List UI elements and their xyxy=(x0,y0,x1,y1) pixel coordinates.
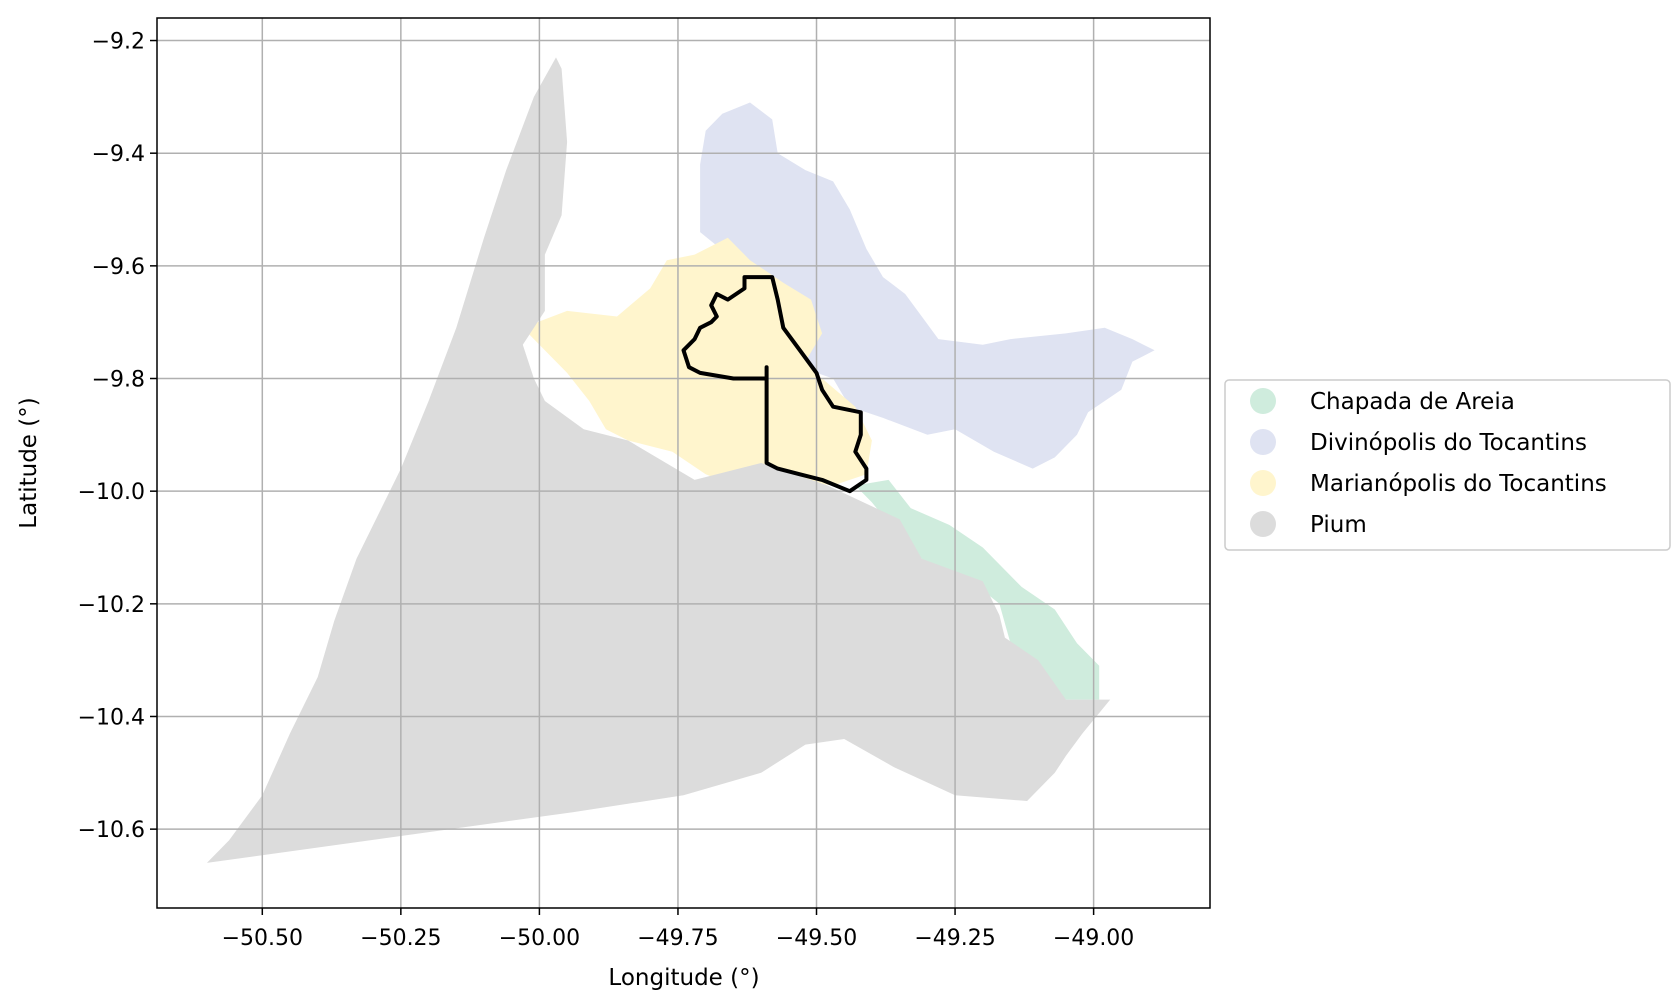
x-axis-ticks: −50.50 −50.25 −50.00 −49.75 −49.50 −49.25 −49.… xyxy=(222,908,1134,951)
y-tick-label: −9.6 xyxy=(92,255,145,280)
y-tick-label: −10.6 xyxy=(78,818,145,843)
legend-items: Chapada de Areia Divinópolis do Tocantins… xyxy=(1250,388,1607,538)
x-tick-label: −50.25 xyxy=(360,926,441,951)
legend-label-marianopolis-do-tocantins: Marianópolis do Tocantins xyxy=(1310,471,1607,497)
legend: Chapada de Areia Divinópolis do Tocantins… xyxy=(1224,379,1671,551)
legend-marker-marianopolis-do-tocantins xyxy=(1250,470,1276,496)
x-tick-label: −49.75 xyxy=(637,926,718,951)
region-pium xyxy=(206,57,1111,863)
region-polygons xyxy=(206,57,1155,863)
legend-label-divinopolis-do-tocantins: Divinópolis do Tocantins xyxy=(1310,430,1587,456)
y-axis-ticks: −9.2 −9.4 −9.6 −9.8 −10.0 −10.2 −10.4 −10.6 xyxy=(78,30,157,843)
x-tick-label: −49.00 xyxy=(1053,926,1134,951)
y-tick-label: −9.2 xyxy=(92,30,145,55)
highlight-outline-layer xyxy=(681,275,869,494)
region-divinopolis-do-tocantins xyxy=(700,102,1155,469)
legend-label-chapada-de-areia: Chapada de Areia xyxy=(1310,389,1515,415)
region-marianopolis-do-tocantins xyxy=(522,237,872,486)
y-tick-label: −10.4 xyxy=(78,705,145,730)
legend-marker-chapada-de-areia xyxy=(1250,388,1276,414)
region-chapada-de-areia xyxy=(855,479,1100,700)
x-tick-label: −50.50 xyxy=(222,926,303,951)
y-tick-label: −10.2 xyxy=(78,593,145,618)
y-axis-label: Latitude (°) xyxy=(16,397,42,528)
legend-label-pium: Pium xyxy=(1310,512,1367,538)
highlight-outline xyxy=(681,275,869,494)
x-axis-label: Longitude (°) xyxy=(608,965,759,991)
plot-frame xyxy=(156,17,1211,909)
y-tick-label: −9.4 xyxy=(92,142,145,167)
legend-marker-divinopolis-do-tocantins xyxy=(1250,429,1276,455)
y-tick-label: −10.0 xyxy=(78,480,145,505)
x-tick-label: −49.50 xyxy=(776,926,857,951)
grid-lines xyxy=(157,18,1210,908)
x-tick-label: −49.25 xyxy=(914,926,995,951)
x-tick-label: −50.00 xyxy=(499,926,580,951)
legend-marker-pium xyxy=(1250,511,1276,537)
y-tick-label: −9.8 xyxy=(92,368,145,393)
legend-frame xyxy=(1224,379,1671,551)
